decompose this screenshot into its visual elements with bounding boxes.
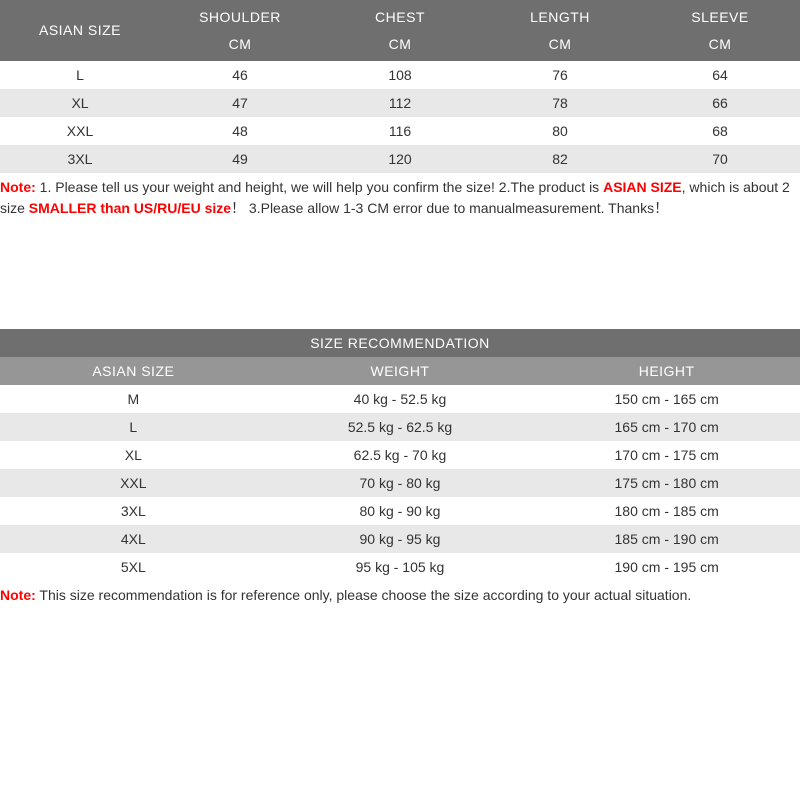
table-row: 4XL 90 kg - 95 kg 185 cm - 190 cm: [0, 525, 800, 553]
table-row: M 40 kg - 52.5 kg 150 cm - 165 cm: [0, 385, 800, 413]
note-highlight-smaller: SMALLER than US/RU/EU size: [29, 200, 231, 216]
cell-sleeve: 70: [640, 145, 800, 173]
table-row: XL 47 112 78 66: [0, 89, 800, 117]
cell-height: 185 cm - 190 cm: [533, 525, 800, 553]
cell-shoulder: 49: [160, 145, 320, 173]
cell-sleeve: 66: [640, 89, 800, 117]
table-row: XXL 48 116 80 68: [0, 117, 800, 145]
cell-weight: 70 kg - 80 kg: [267, 469, 534, 497]
size-recommendation-table: SIZE RECOMMENDATION ASIAN SIZE WEIGHT HE…: [0, 329, 800, 581]
note-text: ！ 3.Please allow 1-3 CM error due to man…: [231, 200, 668, 216]
cell-length: 76: [480, 61, 640, 89]
t2-header-row: ASIAN SIZE WEIGHT HEIGHT: [0, 357, 800, 385]
t1-header-row: ASIAN SIZE SHOULDERCM CHESTCM LENGTHCM S…: [0, 0, 800, 61]
cell-height: 180 cm - 185 cm: [533, 497, 800, 525]
note-text: This size recommendation is for referenc…: [36, 587, 692, 603]
cell-size: XXL: [0, 117, 160, 145]
t1-col-sleeve: SLEEVECM: [640, 0, 800, 61]
note-2: Note: This size recommendation is for re…: [0, 581, 800, 606]
cell-sleeve: 68: [640, 117, 800, 145]
cell-weight: 95 kg - 105 kg: [267, 553, 534, 581]
t1-col-size: ASIAN SIZE: [0, 0, 160, 61]
cell-height: 170 cm - 175 cm: [533, 441, 800, 469]
cell-chest: 108: [320, 61, 480, 89]
cell-height: 175 cm - 180 cm: [533, 469, 800, 497]
cell-size: 4XL: [0, 525, 267, 553]
measurements-table: ASIAN SIZE SHOULDERCM CHESTCM LENGTHCM S…: [0, 0, 800, 173]
cell-length: 80: [480, 117, 640, 145]
cell-shoulder: 47: [160, 89, 320, 117]
note-label: Note:: [0, 179, 36, 195]
t1-col-size-label: ASIAN SIZE: [39, 22, 121, 38]
note-label: Note:: [0, 587, 36, 603]
cell-shoulder: 46: [160, 61, 320, 89]
t2-title: SIZE RECOMMENDATION: [0, 329, 800, 357]
cell-weight: 90 kg - 95 kg: [267, 525, 534, 553]
cell-length: 78: [480, 89, 640, 117]
table-row: 5XL 95 kg - 105 kg 190 cm - 195 cm: [0, 553, 800, 581]
cell-weight: 52.5 kg - 62.5 kg: [267, 413, 534, 441]
table-row: 3XL 49 120 82 70: [0, 145, 800, 173]
t2-col-height: HEIGHT: [533, 357, 800, 385]
t1-col-length: LENGTHCM: [480, 0, 640, 61]
cell-chest: 112: [320, 89, 480, 117]
t1-col-shoulder: SHOULDERCM: [160, 0, 320, 61]
cell-size: 3XL: [0, 497, 267, 525]
cell-height: 190 cm - 195 cm: [533, 553, 800, 581]
note-1: Note: 1. Please tell us your weight and …: [0, 173, 800, 219]
note-text: 1. Please tell us your weight and height…: [36, 179, 603, 195]
cell-size: L: [0, 413, 267, 441]
table-row: L 52.5 kg - 62.5 kg 165 cm - 170 cm: [0, 413, 800, 441]
table-row: XXL 70 kg - 80 kg 175 cm - 180 cm: [0, 469, 800, 497]
cell-size: M: [0, 385, 267, 413]
note-highlight-asian-size: ASIAN SIZE: [603, 179, 682, 195]
table-row: 3XL 80 kg - 90 kg 180 cm - 185 cm: [0, 497, 800, 525]
cell-chest: 120: [320, 145, 480, 173]
cell-weight: 40 kg - 52.5 kg: [267, 385, 534, 413]
container: ASIAN SIZE SHOULDERCM CHESTCM LENGTHCM S…: [0, 0, 800, 606]
cell-length: 82: [480, 145, 640, 173]
cell-chest: 116: [320, 117, 480, 145]
table-row: XL 62.5 kg - 70 kg 170 cm - 175 cm: [0, 441, 800, 469]
t1-col-chest: CHESTCM: [320, 0, 480, 61]
cell-size: 5XL: [0, 553, 267, 581]
cell-size: 3XL: [0, 145, 160, 173]
cell-size: XL: [0, 89, 160, 117]
table-row: L 46 108 76 64: [0, 61, 800, 89]
t2-col-weight: WEIGHT: [267, 357, 534, 385]
cell-shoulder: 48: [160, 117, 320, 145]
vertical-gap: [0, 219, 800, 329]
cell-height: 150 cm - 165 cm: [533, 385, 800, 413]
cell-weight: 80 kg - 90 kg: [267, 497, 534, 525]
cell-height: 165 cm - 170 cm: [533, 413, 800, 441]
cell-size: L: [0, 61, 160, 89]
t2-title-row: SIZE RECOMMENDATION: [0, 329, 800, 357]
cell-size: XL: [0, 441, 267, 469]
t2-col-size: ASIAN SIZE: [0, 357, 267, 385]
cell-size: XXL: [0, 469, 267, 497]
cell-weight: 62.5 kg - 70 kg: [267, 441, 534, 469]
cell-sleeve: 64: [640, 61, 800, 89]
